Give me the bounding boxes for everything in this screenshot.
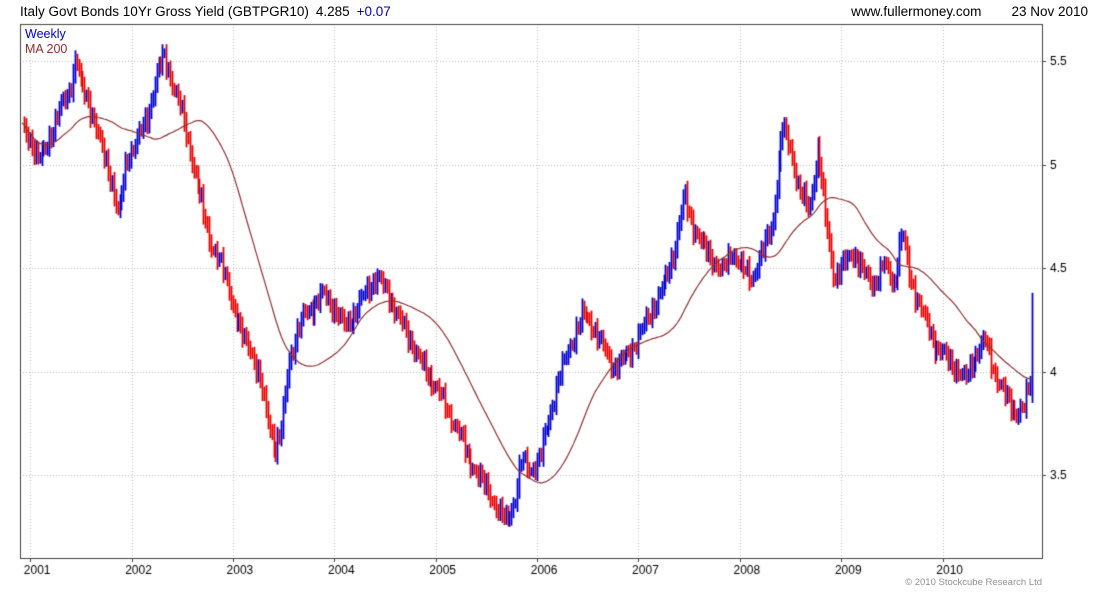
legend-ma200: MA 200 bbox=[25, 42, 68, 56]
copyright-notice: © 2010 Stockcube Research Ltd bbox=[905, 577, 1042, 588]
chart-legend: Weekly MA 200 bbox=[25, 27, 67, 57]
legend-weekly: Weekly bbox=[25, 27, 66, 41]
